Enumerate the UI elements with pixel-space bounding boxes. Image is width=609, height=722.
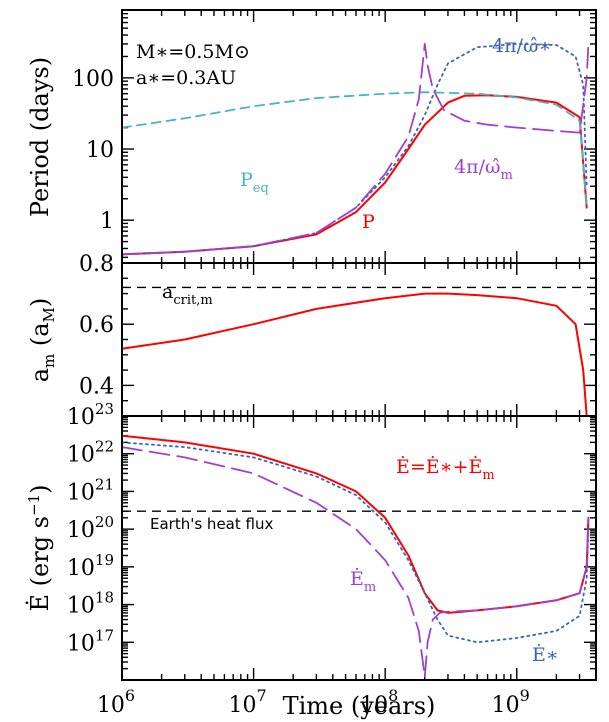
x-tick-label: 107: [228, 686, 266, 718]
period-panel: 1 10 100 Period (days) M∗=0.5M⊙ a∗=0.3AU P…: [26, 9, 597, 264]
edot-panel: 1017 1018 1019 1020 1021 1022 1023 106 107 108 109…: [25, 400, 597, 720]
omega-m-label: 4π/ω̂m: [454, 156, 513, 183]
time-xlabel: Time (years): [283, 692, 436, 720]
y-tick-label: 1021: [67, 475, 114, 505]
edot-panel-frame: [121, 415, 597, 681]
y-tick-label: 0.8: [79, 252, 114, 277]
star-separation-label: a∗=0.3AU: [136, 67, 236, 89]
y-tick-label: 1017: [67, 626, 114, 656]
earth-heat-flux-label: Earth's heat flux: [150, 515, 273, 533]
y-tick-label: 1020: [67, 513, 114, 543]
y-tick-label: 1018: [67, 589, 114, 619]
am-ylabel: am (aM): [26, 298, 58, 383]
am-panel: 0.4 0.6 0.8 am (aM) acrit,m: [26, 252, 597, 417]
em-label: Ėm: [350, 567, 376, 595]
period-ylabel: Period (days): [26, 57, 54, 217]
total-edot-label: Ė=Ė∗+Ėm: [396, 455, 495, 483]
y-tick-label: 1: [100, 209, 114, 234]
y-tick-label: 1023: [67, 400, 114, 430]
estar-label: Ė∗: [532, 643, 559, 666]
y-tick-label: 100: [72, 67, 114, 92]
y-tick-label: 0.6: [79, 313, 114, 338]
y-tick-label: 0.4: [79, 374, 114, 399]
p-label: P: [362, 211, 375, 233]
series-am: [121, 292, 588, 417]
x-tick-label: 108: [360, 686, 398, 718]
omega-star-label: 4π/ω̂∗: [492, 35, 551, 57]
x-tick-label: 109: [492, 686, 530, 718]
series-omega_star: [121, 43, 588, 256]
peq-label: Peq: [240, 169, 269, 196]
series-E_m: [121, 446, 590, 678]
acrit-label: acrit,m: [162, 281, 213, 308]
y-tick-label: 1022: [67, 438, 114, 468]
series-P: [121, 94, 588, 256]
edot-ylabel: Ė (erg s−1): [25, 485, 54, 612]
y-tick-label: 1019: [67, 551, 114, 581]
series-omega_m: [121, 43, 590, 256]
star-mass-label: M∗=0.5M⊙: [136, 41, 250, 63]
x-tick-label: 106: [97, 686, 135, 718]
series-Peq: [121, 91, 588, 207]
series-E_star: [121, 441, 590, 644]
am-panel-frame: [121, 262, 597, 417]
y-tick-label: 10: [86, 138, 114, 163]
